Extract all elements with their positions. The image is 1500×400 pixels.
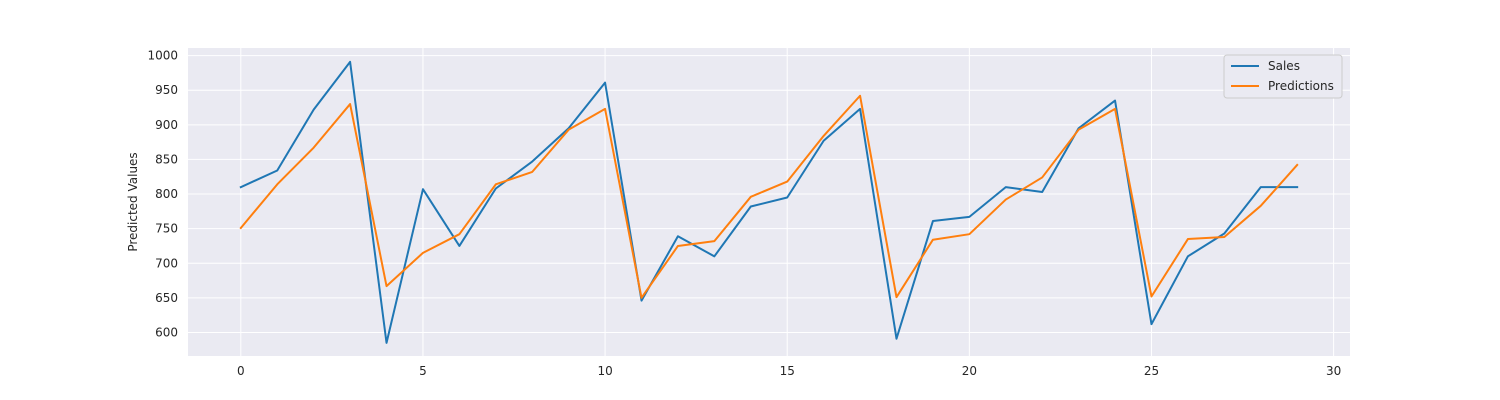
y-axis-label: Predicted Values [126, 152, 140, 251]
x-tick-label: 30 [1326, 364, 1341, 378]
x-tick-label: 15 [780, 364, 795, 378]
y-tick-label: 950 [155, 83, 178, 97]
y-tick-label: 850 [155, 152, 178, 166]
y-tick-label: 800 [155, 187, 178, 201]
y-tick-label: 1000 [147, 49, 178, 63]
x-tick-label: 25 [1144, 364, 1159, 378]
x-tick-label: 10 [597, 364, 612, 378]
y-tick-label: 600 [155, 325, 178, 339]
x-tick-label: 20 [962, 364, 977, 378]
series-lines [239, 60, 1299, 344]
axis-ticks: 600 650 700 750 800 850 900 950 1000 0 5 10 15 20 25 30 [147, 49, 1341, 378]
y-tick-label: 750 [155, 222, 178, 236]
legend: Sales Predictions [1223, 54, 1343, 99]
y-tick-label: 900 [155, 118, 178, 132]
x-tick-label: 5 [419, 364, 427, 378]
y-tick-label: 650 [155, 291, 178, 305]
y-tick-label: 700 [155, 256, 178, 270]
legend-label-sales: Sales [1268, 59, 1300, 73]
legend-label-predictions: Predictions [1268, 79, 1334, 93]
series-line-predictions [239, 94, 1299, 299]
x-tick-label: 0 [237, 364, 245, 378]
